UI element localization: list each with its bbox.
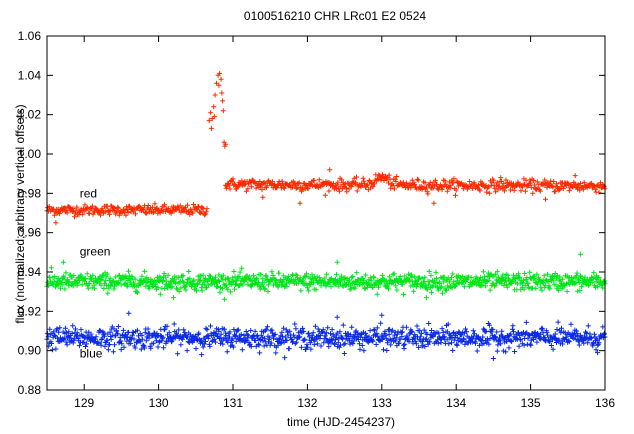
x-tick-label: 131 [223, 396, 243, 410]
series-label-green: green [80, 244, 111, 258]
x-tick-label: 132 [297, 396, 317, 410]
x-tick-label: 129 [74, 396, 94, 410]
y-tick-label: 1.04 [18, 68, 42, 82]
x-tick-label: 134 [446, 396, 466, 410]
x-tick-label: 130 [149, 396, 169, 410]
series-label-red: red [80, 186, 97, 200]
series-red-markers [44, 70, 608, 226]
series-red [44, 70, 608, 226]
y-tick-label: 0.90 [18, 344, 42, 358]
series-labels: red green blue [80, 186, 111, 360]
x-tick-label: 133 [372, 396, 392, 410]
y-tick-label: 0.98 [18, 186, 42, 200]
data-points [44, 70, 608, 361]
y-tick-label: 1.00 [18, 147, 42, 161]
series-blue [44, 310, 608, 361]
y-tick-label: 1.02 [18, 108, 42, 122]
series-label-blue: blue [80, 347, 103, 361]
x-tick-label: 135 [521, 396, 541, 410]
y-axis-label: flux (normalized; arbitrary vertical off… [13, 104, 27, 323]
x-tick-label: 136 [595, 396, 615, 410]
chart-title: 0100516210 CHR LRc01 E2 0524 [244, 9, 426, 23]
y-tick-label: 0.88 [18, 383, 42, 397]
y-tick-label: 0.96 [18, 226, 42, 240]
y-tick-label: 1.06 [18, 29, 42, 43]
plot-frame [46, 35, 606, 391]
y-tick-label: 0.92 [18, 304, 42, 318]
series-blue-markers [44, 310, 608, 361]
y-tick-label: 0.94 [18, 265, 42, 279]
axis-ticks: 129 130 131 132 133 134 135 136 0.88 0.90 0.92 0.94… [18, 29, 616, 410]
series-green-markers [44, 251, 608, 302]
series-green [44, 251, 608, 302]
x-axis-label: time (HJD-2454237) [287, 415, 395, 429]
